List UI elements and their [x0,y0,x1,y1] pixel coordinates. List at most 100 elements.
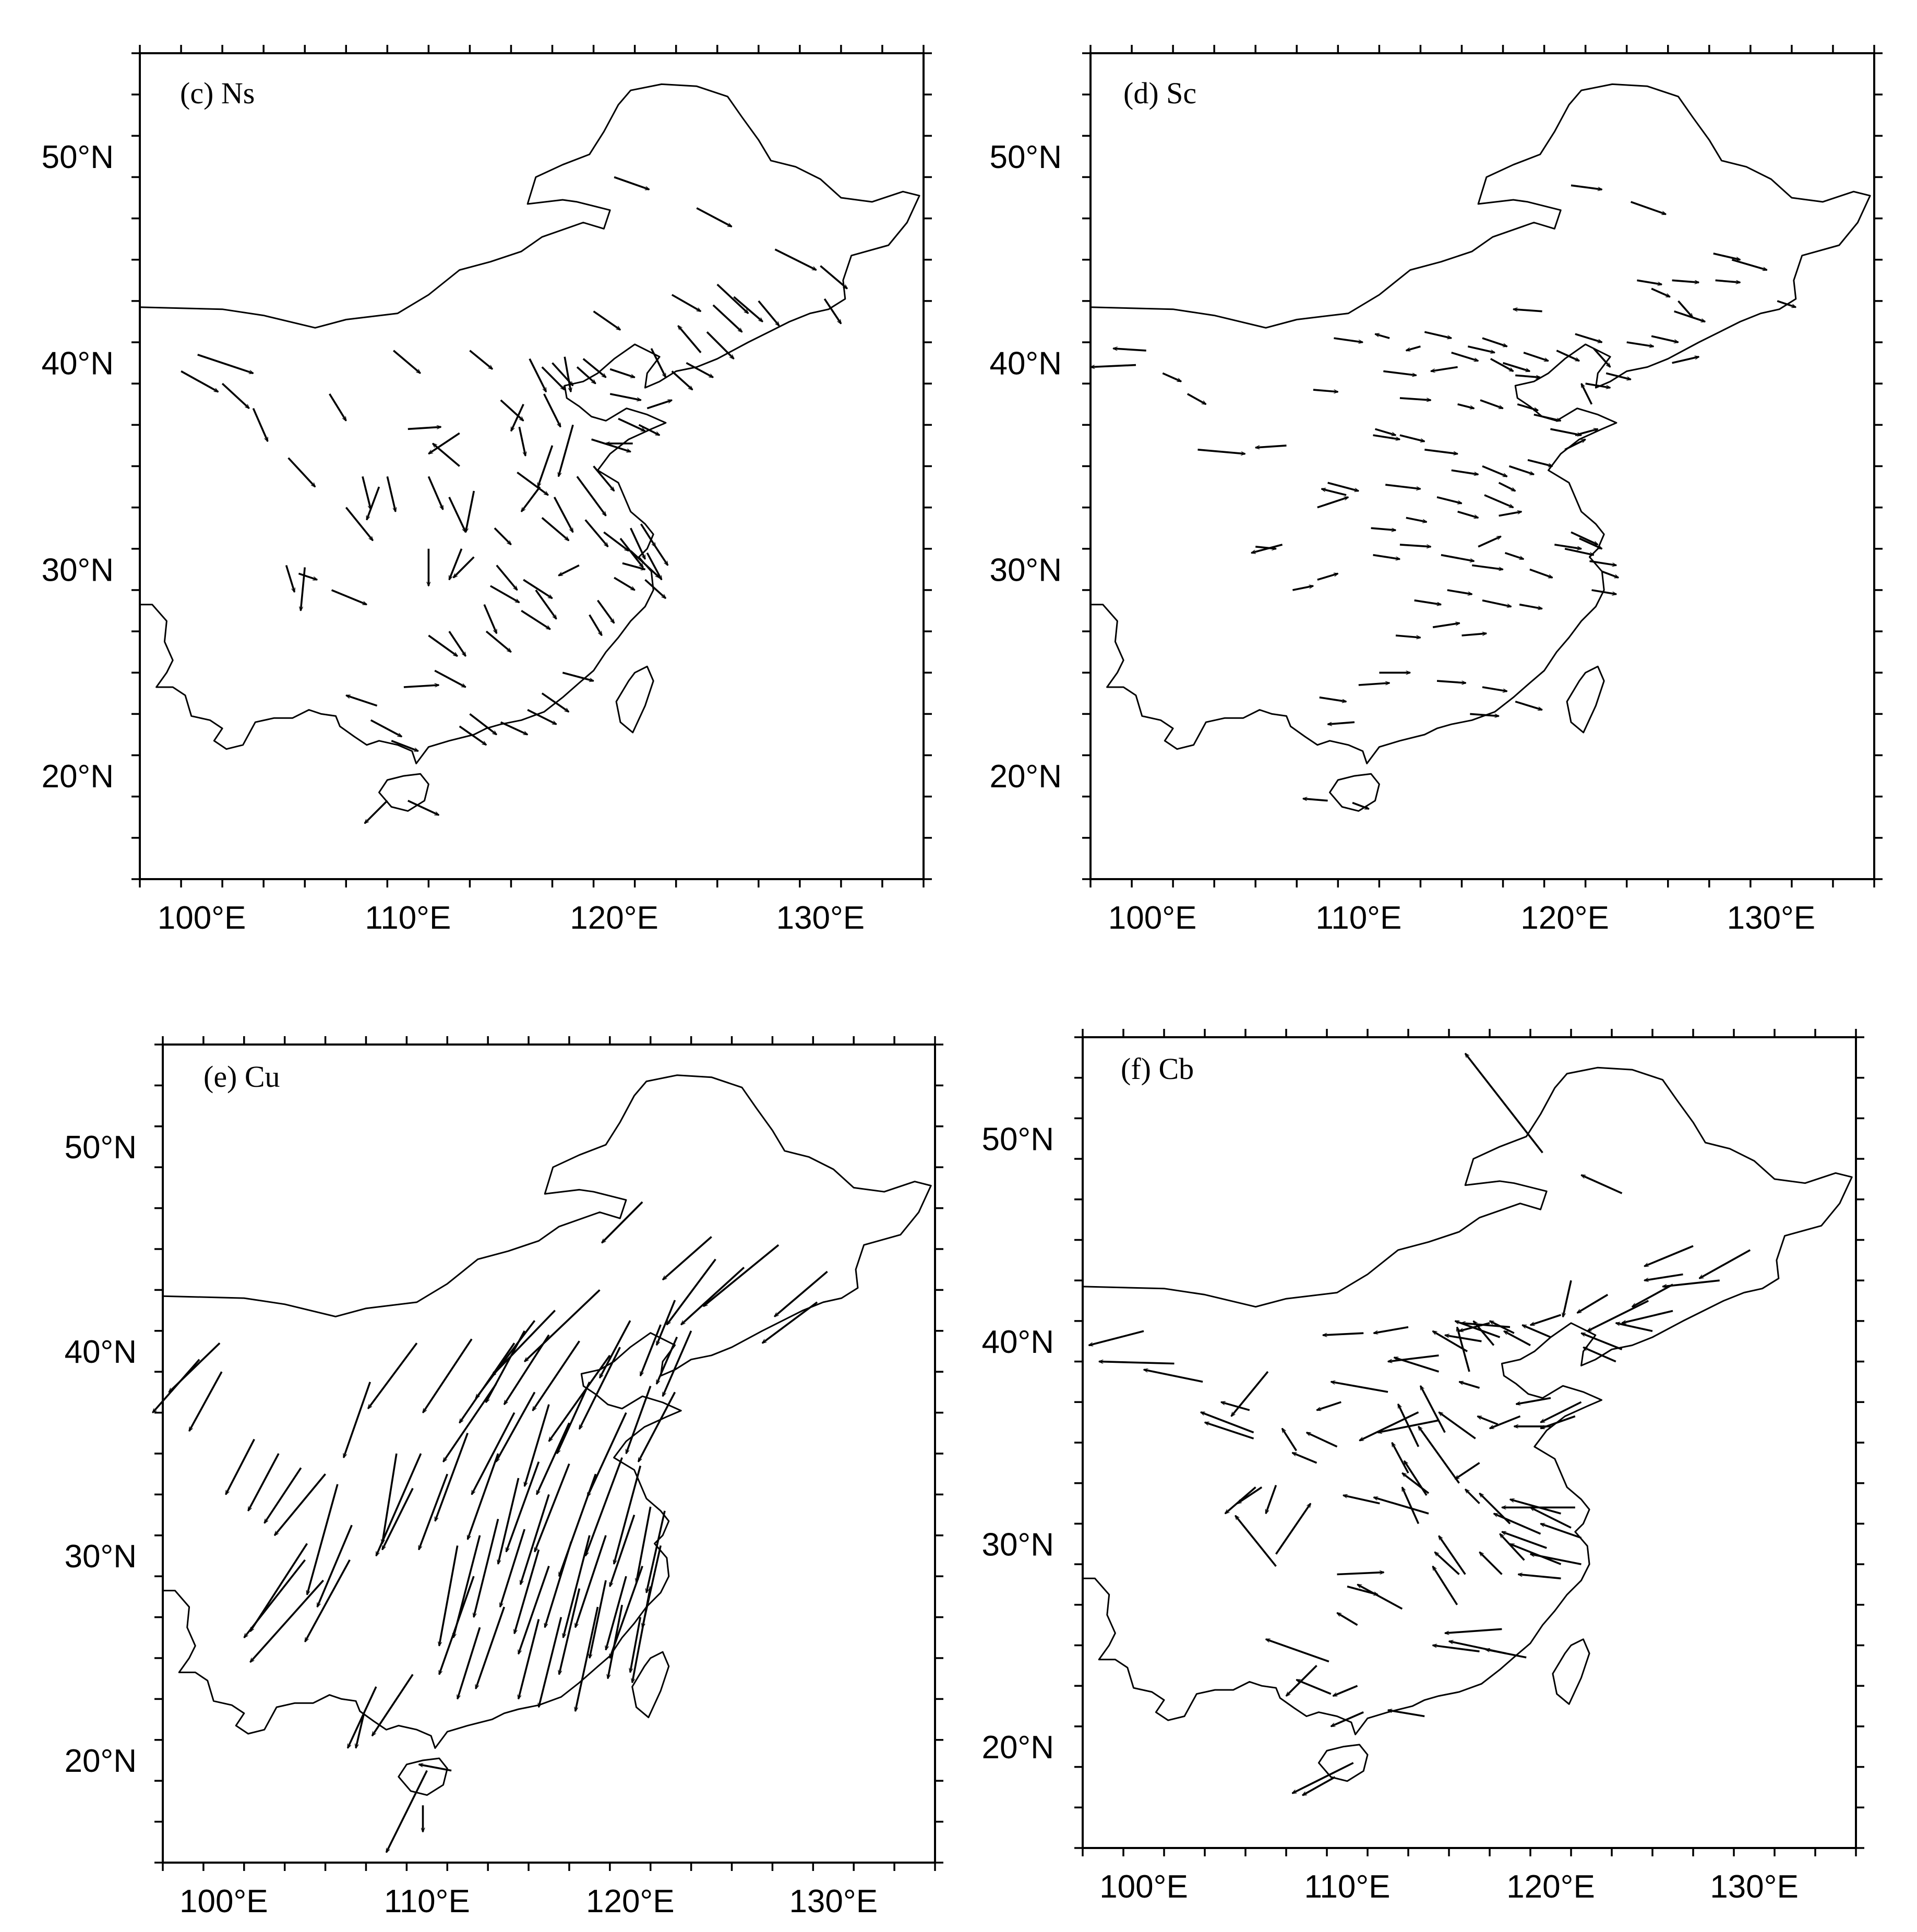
wind-vector-f [1478,1415,1499,1425]
wind-vector-d [1255,546,1276,549]
wind-vector-e [532,1340,580,1410]
wind-vector-d [1371,527,1396,530]
wind-vector-e [762,1301,818,1344]
wind-vector-c [527,709,556,725]
lon-tick-label: 130°E [1710,1869,1799,1905]
lat-tick-label: 50°N [41,139,114,175]
lat-tick-label: 40°N [41,346,114,382]
wind-vector-e [602,1201,643,1243]
wind-vector-e [630,1617,642,1673]
wind-vector-e [524,1289,601,1361]
lon-tick-label: 110°E [365,900,451,936]
wind-vector-f [1494,1513,1541,1535]
wind-vector-c [408,427,441,430]
wind-vector-c [541,692,569,713]
wind-vector-d [1374,428,1396,435]
wind-vector-d [1523,352,1548,362]
wind-vector-c [535,589,557,619]
wind-vector-d [1564,438,1586,451]
wind-vector-e [498,1478,520,1564]
lon-tick-label: 100°E [158,900,246,936]
wind-vector-c [638,424,660,436]
wind-vector-d [1431,366,1458,371]
lon-tick-label: 120°E [1520,900,1609,936]
wind-vector-f [1331,1711,1364,1727]
wind-vector-e [263,1467,302,1523]
wind-vector-d [1482,465,1507,477]
panel-f: 100°E 110°E 120°E 130°E 20°N 30°N 40°N 50°N (f) … [981,1029,1864,1905]
wind-vector-f [1297,1678,1332,1695]
wind-vector-d [1519,603,1542,609]
wind-vector-e [307,1484,339,1595]
wind-vector-e [524,1404,550,1486]
wind-vector-d [1517,403,1538,411]
wind-vector-c [584,519,608,546]
wind-vector-e [556,1382,591,1454]
wind-vector-f [1455,1462,1480,1480]
wind-vector-f [1530,1506,1572,1529]
wind-vector-e [244,1559,306,1638]
wind-vector-d [1651,287,1670,298]
wind-vector-e [475,1606,506,1689]
wind-vector-f [1275,1504,1312,1555]
wind-vector-f [1445,1335,1482,1342]
wind-vector-f [1418,1426,1460,1484]
wind-vector-c [671,294,701,313]
wind-vector-e [598,1320,631,1378]
wind-vector-e [367,1342,418,1409]
wind-vector-c [609,368,634,379]
wind-vector-e [371,1674,414,1736]
wind-vector-e [703,1244,780,1306]
wind-vector-e [609,1515,636,1587]
wind-vector-e [499,1529,526,1607]
wind-vector-d [1579,537,1602,550]
wind-vector-f [1337,1612,1358,1626]
wind-vector-f [1541,1415,1576,1430]
wind-vector-d [1375,334,1390,339]
lon-tick-label: 110°E [384,1883,470,1919]
wind-vector-d [1637,279,1662,284]
wind-vector-d [1554,544,1581,549]
wind-vector-c [408,799,439,816]
wind-vector-d [1601,570,1619,579]
wind-vector-f [1433,1330,1468,1352]
wind-vector-c [510,404,524,431]
wind-vector-f [1459,1322,1490,1331]
wind-vector-e [419,1765,452,1772]
wind-vector-d [1478,535,1501,548]
wind-vector-c [716,283,748,313]
wind-vector-d [1399,397,1431,400]
wind-vector-e [632,1586,652,1683]
wind-vector-d [1470,713,1499,716]
wind-vector-f [1292,1762,1354,1794]
wind-vector-c [346,694,378,707]
wind-vector-c [630,527,646,559]
wind-vector-f [1530,1554,1581,1565]
wind-vector-e [505,1461,540,1552]
wind-vector-e [637,1506,652,1582]
wind-vector-e [637,1391,676,1461]
wind-vector-c [428,432,460,455]
wind-vector-c [453,556,475,578]
wind-vector-f [1397,1404,1420,1447]
wind-vector-d [1162,372,1181,382]
wind-vector-d [1606,372,1631,379]
wind-vector-e [474,1518,499,1617]
wind-vector-d [1674,310,1705,323]
wind-vector-f [1457,1327,1470,1372]
wind-vector-c [331,589,367,606]
wind-vector-d [1482,599,1511,607]
wind-vector-e [495,1391,536,1461]
map-outline [1090,83,1871,764]
wind-vector-e [503,1334,550,1405]
wind-vector-d [1471,564,1503,570]
wind-vector-f [1465,1489,1480,1504]
wind-vector-f [1583,1346,1616,1363]
wind-vector-c [646,552,663,580]
lat-tick-label: 30°N [989,552,1062,588]
wind-vector-e [459,1342,516,1423]
wind-vector-e [356,1713,365,1748]
wind-vector-d [1715,279,1741,282]
wind-vector-f [1333,1685,1358,1697]
